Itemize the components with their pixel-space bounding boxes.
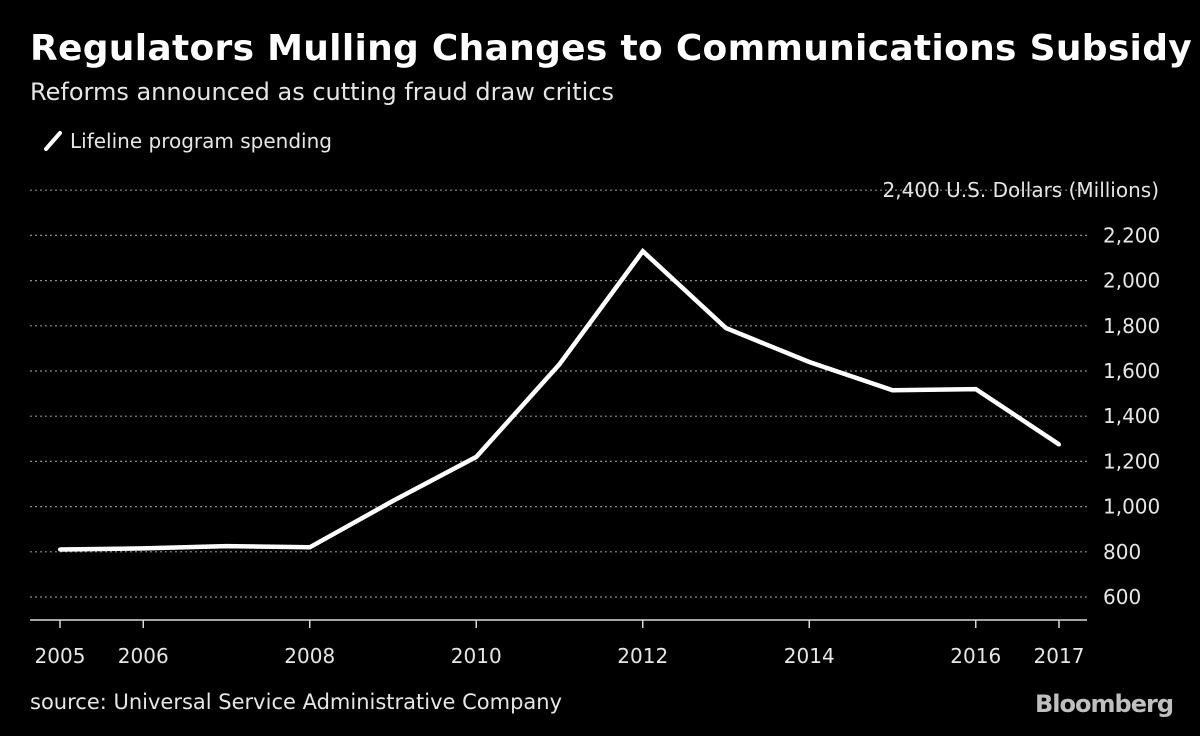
data-point (724, 326, 728, 331)
data-point (890, 388, 895, 393)
x-tick-label: 2016 (950, 644, 1001, 668)
source-note: source: Universal Service Administrative… (30, 690, 563, 714)
y-tick-label: 800 (1103, 540, 1141, 564)
y-tick-label: 2,000 (1103, 269, 1160, 293)
data-point (224, 544, 229, 549)
data-point (391, 498, 395, 503)
data-point (557, 362, 562, 367)
chart-subtitle: Reforms announced as cutting fraud draw … (30, 78, 614, 106)
data-point (141, 546, 146, 551)
chart-title: Regulators Mulling Changes to Communicat… (30, 28, 1193, 69)
y-tick-label: 600 (1103, 585, 1141, 609)
bloomberg-logo: Bloomberg (1035, 690, 1174, 718)
x-tick-label: 2017 (1034, 644, 1085, 668)
data-point (973, 387, 978, 392)
x-tick-label: 2005 (35, 644, 86, 668)
data-point (307, 545, 312, 550)
data-point (807, 359, 812, 364)
x-tick-label: 2014 (784, 644, 835, 668)
y-tick-label: 1,400 (1103, 404, 1160, 428)
legend-label: Lifeline program spending (70, 129, 332, 153)
x-tick-label: 2012 (617, 644, 668, 668)
data-point (58, 547, 62, 552)
legend-swatch (44, 131, 62, 151)
y-tick-label: 1,000 (1103, 495, 1160, 519)
data-point (474, 454, 479, 459)
y-tick-label: 1,200 (1103, 449, 1160, 473)
x-tick-label: 2008 (284, 644, 335, 668)
y-tick-label: 1,600 (1103, 359, 1160, 383)
data-point (1057, 442, 1061, 447)
x-tick-label: 2010 (451, 644, 502, 668)
y-tick-label: 1,800 (1103, 314, 1160, 338)
y-tick-label: 2,400 U.S. Dollars (Millions) (883, 178, 1159, 202)
series-line (59, 247, 1061, 552)
x-tick-label: 2006 (118, 644, 169, 668)
data-point (640, 249, 645, 254)
legend: Lifeline program spending (42, 127, 332, 155)
y-tick-label: 2,200 (1103, 223, 1160, 247)
